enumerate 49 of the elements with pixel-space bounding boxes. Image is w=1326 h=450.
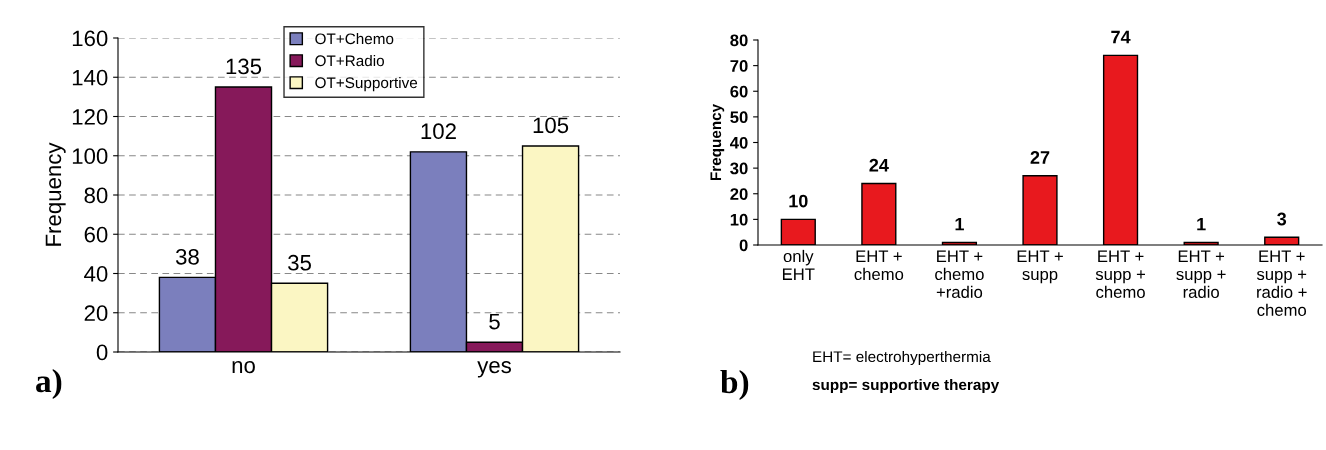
y-tick-label: 60 [84,226,108,243]
y-tick-label: 100 [72,148,108,165]
legend-label: OT+Radio [315,54,384,67]
x-tick-label: no [232,361,255,374]
y-tick-label: 10 [730,213,748,226]
data-label: 27 [1030,151,1050,164]
x-tick-label: EHT + chemo [854,250,904,281]
x-tick-label: EHT + supp + radio + chemo [1256,250,1307,316]
data-label: 1 [1197,217,1206,231]
x-tick-label: yes [477,361,511,378]
y-axis-title: Frequency [710,103,725,181]
legend-label: OT+Chemo [315,32,394,45]
data-label: 105 [533,117,569,134]
x-tick-label: EHT + chemo +radio [935,250,984,299]
y-tick-label: 160 [72,30,108,47]
y-axis-title: Frequency [45,142,66,246]
data-label: 135 [226,58,262,75]
y-tick-label: 120 [72,109,108,125]
y-tick-label: 50 [730,111,748,124]
x-tick-label: EHT + supp + chemo [1095,250,1145,299]
x-tick-label: EHT + supp + radio [1176,250,1226,299]
text: a) [36,368,62,400]
y-tick-label: 80 [730,34,748,47]
y-tick-label: 140 [72,69,108,86]
data-label: 5 [489,313,500,330]
y-tick-label: 60 [730,85,748,98]
data-label: 38 [175,248,199,265]
y-tick-label: 40 [84,266,108,282]
y-tick-label: 70 [730,60,748,72]
data-label: 3 [1277,212,1287,226]
y-tick-label: 30 [730,162,748,175]
y-tick-label: 0 [739,239,748,252]
text: b) [720,369,749,401]
y-tick-label: 0 [96,344,108,361]
data-label: 74 [1111,30,1131,44]
y-tick-label: 80 [84,187,108,204]
data-label: 35 [288,254,311,271]
data-label: 102 [421,123,456,140]
y-tick-label: 20 [730,188,748,200]
data-label: 10 [789,194,808,208]
x-tick-label: only EHT [782,249,815,280]
text: EHT= electrohyperthermia [813,350,991,366]
y-tick-label: 40 [729,136,748,149]
text: supp= supportive therapy [812,378,1000,394]
data-label: 1 [955,217,964,231]
x-tick-label: EHT + supp [1017,250,1063,284]
legend-label: OT+Supportive [315,76,418,92]
data-label: 24 [869,158,889,172]
y-tick-label: 20 [84,305,108,322]
